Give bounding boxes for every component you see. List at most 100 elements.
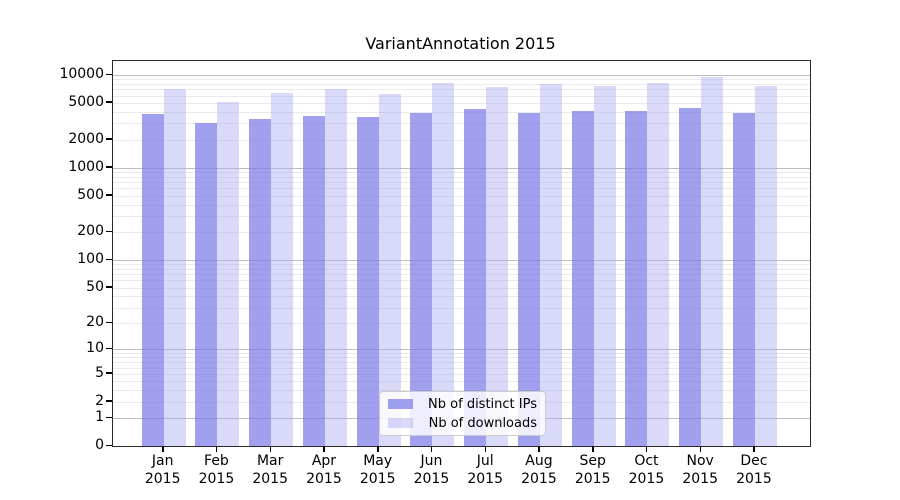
gridline-minor (113, 323, 810, 325)
x-tick-label: Aug 2015 (507, 452, 571, 488)
bar-distinct-ips (302, 116, 325, 446)
gridline-minor (113, 171, 810, 173)
x-tick-month: Nov (686, 453, 714, 469)
y-tick-label: 100 (77, 251, 104, 268)
gridline-minor (113, 123, 810, 125)
x-tick-label: Mar 2015 (238, 452, 302, 488)
gridline-minor (113, 79, 810, 81)
x-tick-month: Jan (151, 453, 174, 469)
bar-downloads (271, 92, 294, 446)
legend: Nb of distinct IPs Nb of downloads (379, 391, 546, 436)
y-tick-label: 5000 (68, 93, 104, 110)
y-tick-label: 2 (95, 392, 104, 409)
x-tick-mark (645, 446, 648, 452)
y-tick-label: 500 (77, 186, 104, 203)
bar-distinct-ips (625, 111, 648, 446)
x-tick-mark (377, 446, 379, 452)
x-tick-label: Sep 2015 (561, 452, 625, 488)
gridline-minor (113, 367, 810, 369)
x-tick-year: 2015 (628, 471, 665, 487)
bar-distinct-ips (517, 112, 540, 446)
x-tick-mark (269, 446, 272, 452)
bar-downloads (217, 102, 240, 446)
bar-distinct-ips (195, 123, 218, 446)
x-tick-year: 2015 (574, 471, 611, 487)
y-tick-label: 20 (86, 314, 104, 331)
bar-downloads (432, 83, 455, 446)
y-tick-mark (106, 73, 112, 75)
x-tick-month: Apr (311, 453, 337, 469)
x-tick-month: May (363, 453, 393, 469)
y-tick-mark (106, 416, 112, 419)
gridline-minor (113, 362, 810, 364)
y-tick-label: 2000 (68, 130, 104, 147)
bar-distinct-ips (571, 110, 594, 446)
y-tick-label: 200 (77, 223, 104, 240)
bar-distinct-ips (464, 108, 487, 446)
x-tick-mark (592, 446, 594, 452)
y-tick-label: 10 (86, 340, 104, 357)
gridline-minor (113, 268, 810, 270)
legend-swatch-distinct-ips (388, 399, 413, 409)
y-tick-label: 10000 (59, 66, 104, 82)
chart-title: VariantAnnotation 2015 (365, 34, 556, 53)
y-tick-mark (106, 347, 112, 350)
x-tick-label: Feb 2015 (184, 452, 248, 488)
bar-distinct-ips (356, 117, 379, 446)
y-tick-mark (106, 194, 112, 196)
gridline-minor (113, 307, 810, 309)
gridline-major (113, 75, 810, 76)
x-tick-month: Jun (420, 453, 443, 469)
x-tick-year: 2015 (413, 471, 450, 487)
gridline-minor (113, 357, 810, 359)
gridline-minor (113, 373, 810, 375)
bar-downloads (647, 82, 670, 446)
x-tick-mark (323, 446, 325, 452)
x-tick-year: 2015 (736, 471, 772, 487)
y-tick-mark (106, 372, 112, 374)
bar-downloads (539, 84, 562, 446)
bar-downloads (701, 77, 724, 446)
x-tick-month: Oct (634, 453, 659, 469)
x-tick-mark (484, 446, 487, 452)
gridline-minor (113, 287, 810, 289)
gridline-minor (113, 264, 810, 266)
x-tick-year: 2015 (306, 471, 342, 487)
bar-distinct-ips (679, 108, 702, 446)
x-tick-month: Mar (256, 453, 284, 469)
x-tick-month: Feb (204, 453, 229, 469)
y-tick-mark (106, 400, 112, 402)
bar-downloads (754, 86, 777, 446)
x-tick-label: Jan 2015 (131, 452, 195, 488)
gridline-minor (113, 95, 810, 97)
y-tick-label: 1000 (68, 158, 104, 175)
gridline-minor (113, 111, 810, 113)
gridline-minor (113, 195, 810, 197)
gridline-major (113, 167, 810, 169)
x-tick-month: Dec (740, 453, 768, 469)
bar-distinct-ips (732, 112, 755, 446)
x-tick-label: Apr 2015 (292, 452, 356, 488)
y-tick-mark (106, 321, 112, 324)
gridline-minor (113, 182, 810, 184)
gridline-major (113, 260, 810, 262)
gridline-minor (113, 204, 810, 206)
y-tick-mark (106, 138, 112, 140)
gridline-minor (113, 381, 810, 383)
y-tick-label: 50 (86, 278, 104, 295)
bar-distinct-ips (410, 113, 433, 446)
x-tick-label: Oct 2015 (614, 452, 678, 488)
x-tick-mark (699, 446, 702, 452)
gridline-minor (113, 188, 810, 190)
y-tick-mark (106, 101, 112, 103)
x-tick-label: May 2015 (346, 452, 410, 488)
gridline-minor (113, 280, 810, 282)
gridline-major (113, 349, 810, 351)
x-tick-label: Jul 2015 (453, 452, 517, 488)
bar-downloads (486, 86, 509, 446)
gridline-minor (113, 83, 810, 85)
bar-downloads (163, 88, 186, 446)
y-tick-mark (106, 258, 112, 261)
gridline-minor (113, 102, 810, 104)
